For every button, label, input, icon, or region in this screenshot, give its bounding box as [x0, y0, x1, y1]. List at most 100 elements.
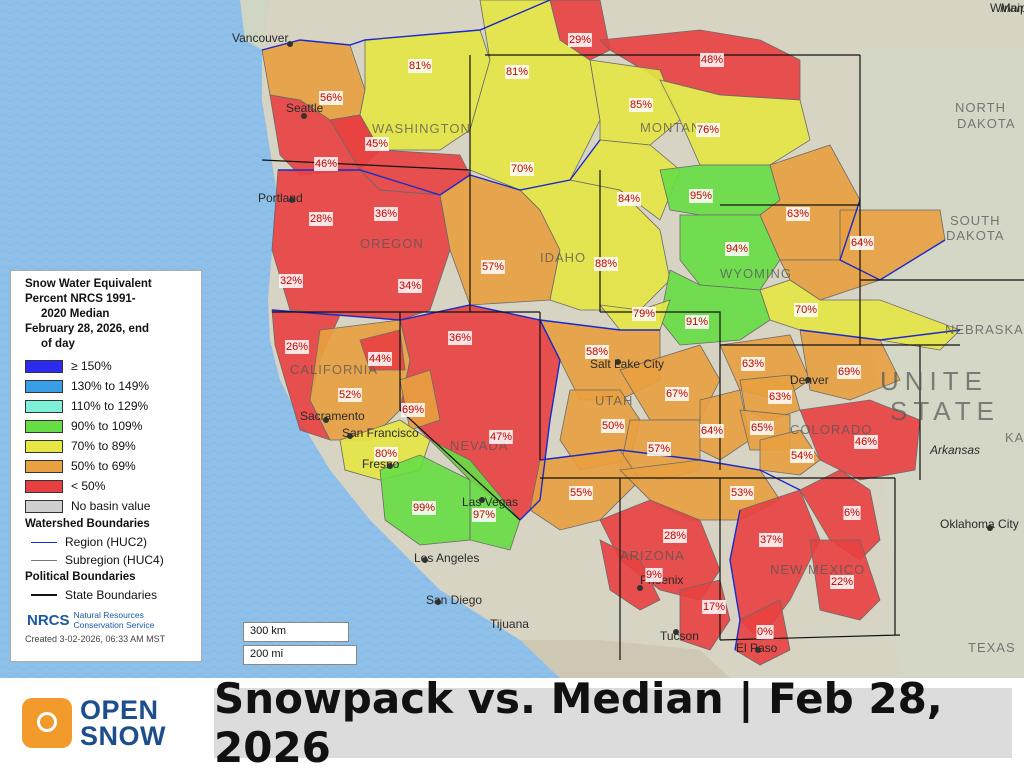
svg-text:50%: 50%	[602, 420, 624, 432]
snowpack-map[interactable]: WASHINGTON OREGON CALIFORNIA NEVADA IDAH…	[0, 0, 1024, 678]
svg-text:NORTH: NORTH	[955, 100, 1006, 115]
logo-line-2: SNOW	[80, 721, 166, 751]
nrcs-agency-name: Natural Resources Conservation Service	[73, 610, 155, 630]
legend-swatch	[25, 399, 63, 413]
basin-polygon[interactable]	[659, 164, 781, 216]
basin-percent-label: 22%	[830, 575, 854, 589]
svg-text:0%: 0%	[757, 626, 773, 638]
basin-percent-label: 36%	[448, 331, 472, 345]
basin-percent-label: 94%	[725, 242, 749, 256]
basin-percent-label: 53%	[730, 486, 754, 500]
legend-swatch	[25, 379, 63, 393]
svg-text:OREGON: OREGON	[360, 236, 424, 251]
svg-text:Vancouver: Vancouver	[232, 31, 288, 45]
political-header: Political Boundaries	[25, 571, 136, 583]
legend-class-label: 50% to 69%	[71, 459, 136, 473]
legend-class-row: 110% to 129%	[19, 396, 193, 416]
basin-percent-label: 37%	[759, 533, 783, 547]
basin-percent-label: 28%	[309, 212, 333, 226]
svg-text:58%: 58%	[586, 346, 608, 358]
legend-title-line: of day	[41, 338, 75, 350]
basin-percent-label: 63%	[741, 357, 765, 371]
scale-bar-km: 300 km	[243, 622, 349, 642]
basin-percent-label: 54%	[790, 449, 814, 463]
opensnow-logo[interactable]: OPEN SNOW	[14, 688, 196, 758]
basin-percent-label: 29%	[568, 33, 592, 47]
svg-text:Tijuana: Tijuana	[490, 617, 529, 631]
basin-percent-label: 69%	[401, 403, 425, 417]
svg-text:46%: 46%	[855, 436, 877, 448]
svg-text:Seattle: Seattle	[286, 101, 324, 115]
legend-swatch	[25, 499, 63, 513]
legend-class-row: 130% to 149%	[19, 376, 193, 396]
basin-percent-label: 63%	[786, 207, 810, 221]
svg-text:99%: 99%	[413, 502, 435, 514]
svg-text:56%: 56%	[320, 92, 342, 104]
svg-text:64%: 64%	[851, 237, 873, 249]
svg-text:IDAHO: IDAHO	[540, 250, 586, 265]
watershed-header: Watershed Boundaries	[25, 518, 150, 530]
svg-text:Portland: Portland	[258, 191, 303, 205]
svg-text:WASHINGTON: WASHINGTON	[372, 121, 471, 136]
basin-percent-label: 45%	[365, 137, 389, 151]
basin-percent-label: 65%	[750, 421, 774, 435]
basin-percent-label: 6%	[843, 506, 861, 520]
basin-percent-label: 57%	[647, 442, 671, 456]
svg-text:COLORADO: COLORADO	[790, 422, 872, 437]
legend-classes: ≥ 150% 130% to 149% 110% to 129% 90% to 109…	[19, 356, 193, 516]
svg-text:TEXAS: TEXAS	[968, 640, 1016, 655]
legend-class-label: < 50%	[71, 479, 106, 493]
basin-percent-label: 63%	[768, 390, 792, 404]
basin-polygon[interactable]	[759, 429, 821, 476]
svg-text:52%: 52%	[339, 389, 361, 401]
svg-text:95%: 95%	[690, 190, 712, 202]
basin-percent-label: 88%	[594, 257, 618, 271]
svg-text:17%: 17%	[703, 601, 725, 613]
basin-polygon[interactable]	[429, 439, 521, 551]
basin-percent-labels: 81% 81% 29% 48% 56% 85% 76% 45% 46% 70% 95% 84% 28% 3…	[279, 33, 878, 639]
svg-text:94%: 94%	[726, 243, 748, 255]
legend-class-label: 130% to 149%	[71, 379, 150, 393]
svg-text:63%: 63%	[742, 358, 764, 370]
svg-text:81%: 81%	[409, 60, 431, 72]
svg-text:WYOMING: WYOMING	[720, 266, 792, 281]
basin-percent-label: 85%	[629, 98, 653, 112]
svg-text:36%: 36%	[449, 332, 471, 344]
basin-polygon[interactable]	[599, 539, 661, 611]
basin-percent-label: 48%	[700, 53, 724, 67]
basin-percent-label: 79%	[632, 307, 656, 321]
svg-text:KAN: KAN	[1005, 430, 1024, 445]
basin-percent-label: 69%	[837, 365, 861, 379]
basin-polygon[interactable]	[699, 389, 751, 461]
svg-text:85%: 85%	[630, 99, 652, 111]
svg-text:67%: 67%	[666, 388, 688, 400]
svg-text:57%: 57%	[648, 443, 670, 455]
svg-text:SOUTH: SOUTH	[950, 213, 1001, 228]
basin-percent-label: 47%	[489, 430, 513, 444]
svg-text:69%: 69%	[838, 366, 860, 378]
state-boundaries	[261, 54, 1024, 660]
basin-percent-label: 58%	[585, 345, 609, 359]
basin-polygon[interactable]	[659, 79, 811, 166]
basin-percent-label: 32%	[279, 274, 303, 288]
svg-text:55%: 55%	[570, 487, 592, 499]
basin-percent-label: 57%	[481, 260, 505, 274]
state-label: State Boundaries	[65, 588, 158, 602]
basin-polygon[interactable]	[359, 29, 491, 151]
legend-class-label: 70% to 89%	[71, 439, 136, 453]
nrcs-mark: NRCS	[27, 611, 70, 629]
legend-class-label: 90% to 109%	[71, 419, 143, 433]
basin-percent-label: 64%	[850, 236, 874, 250]
svg-text:97%: 97%	[473, 509, 495, 521]
nrcs-logo: NRCS Natural Resources Conservation Serv…	[27, 610, 193, 630]
legend-class-row: 90% to 109%	[19, 416, 193, 436]
svg-text:DAKOTA: DAKOTA	[957, 116, 1016, 131]
legend-class-label: ≥ 150%	[71, 359, 112, 373]
svg-text:22%: 22%	[831, 576, 853, 588]
basin-percent-label: 44%	[368, 352, 392, 366]
svg-text:44%: 44%	[369, 353, 391, 365]
basin-percent-label: 0%	[756, 625, 774, 639]
basin-percent-label: 76%	[696, 123, 720, 137]
svg-text:STATE: STATE	[890, 396, 1000, 426]
basin-percent-label: 99%	[412, 501, 436, 515]
